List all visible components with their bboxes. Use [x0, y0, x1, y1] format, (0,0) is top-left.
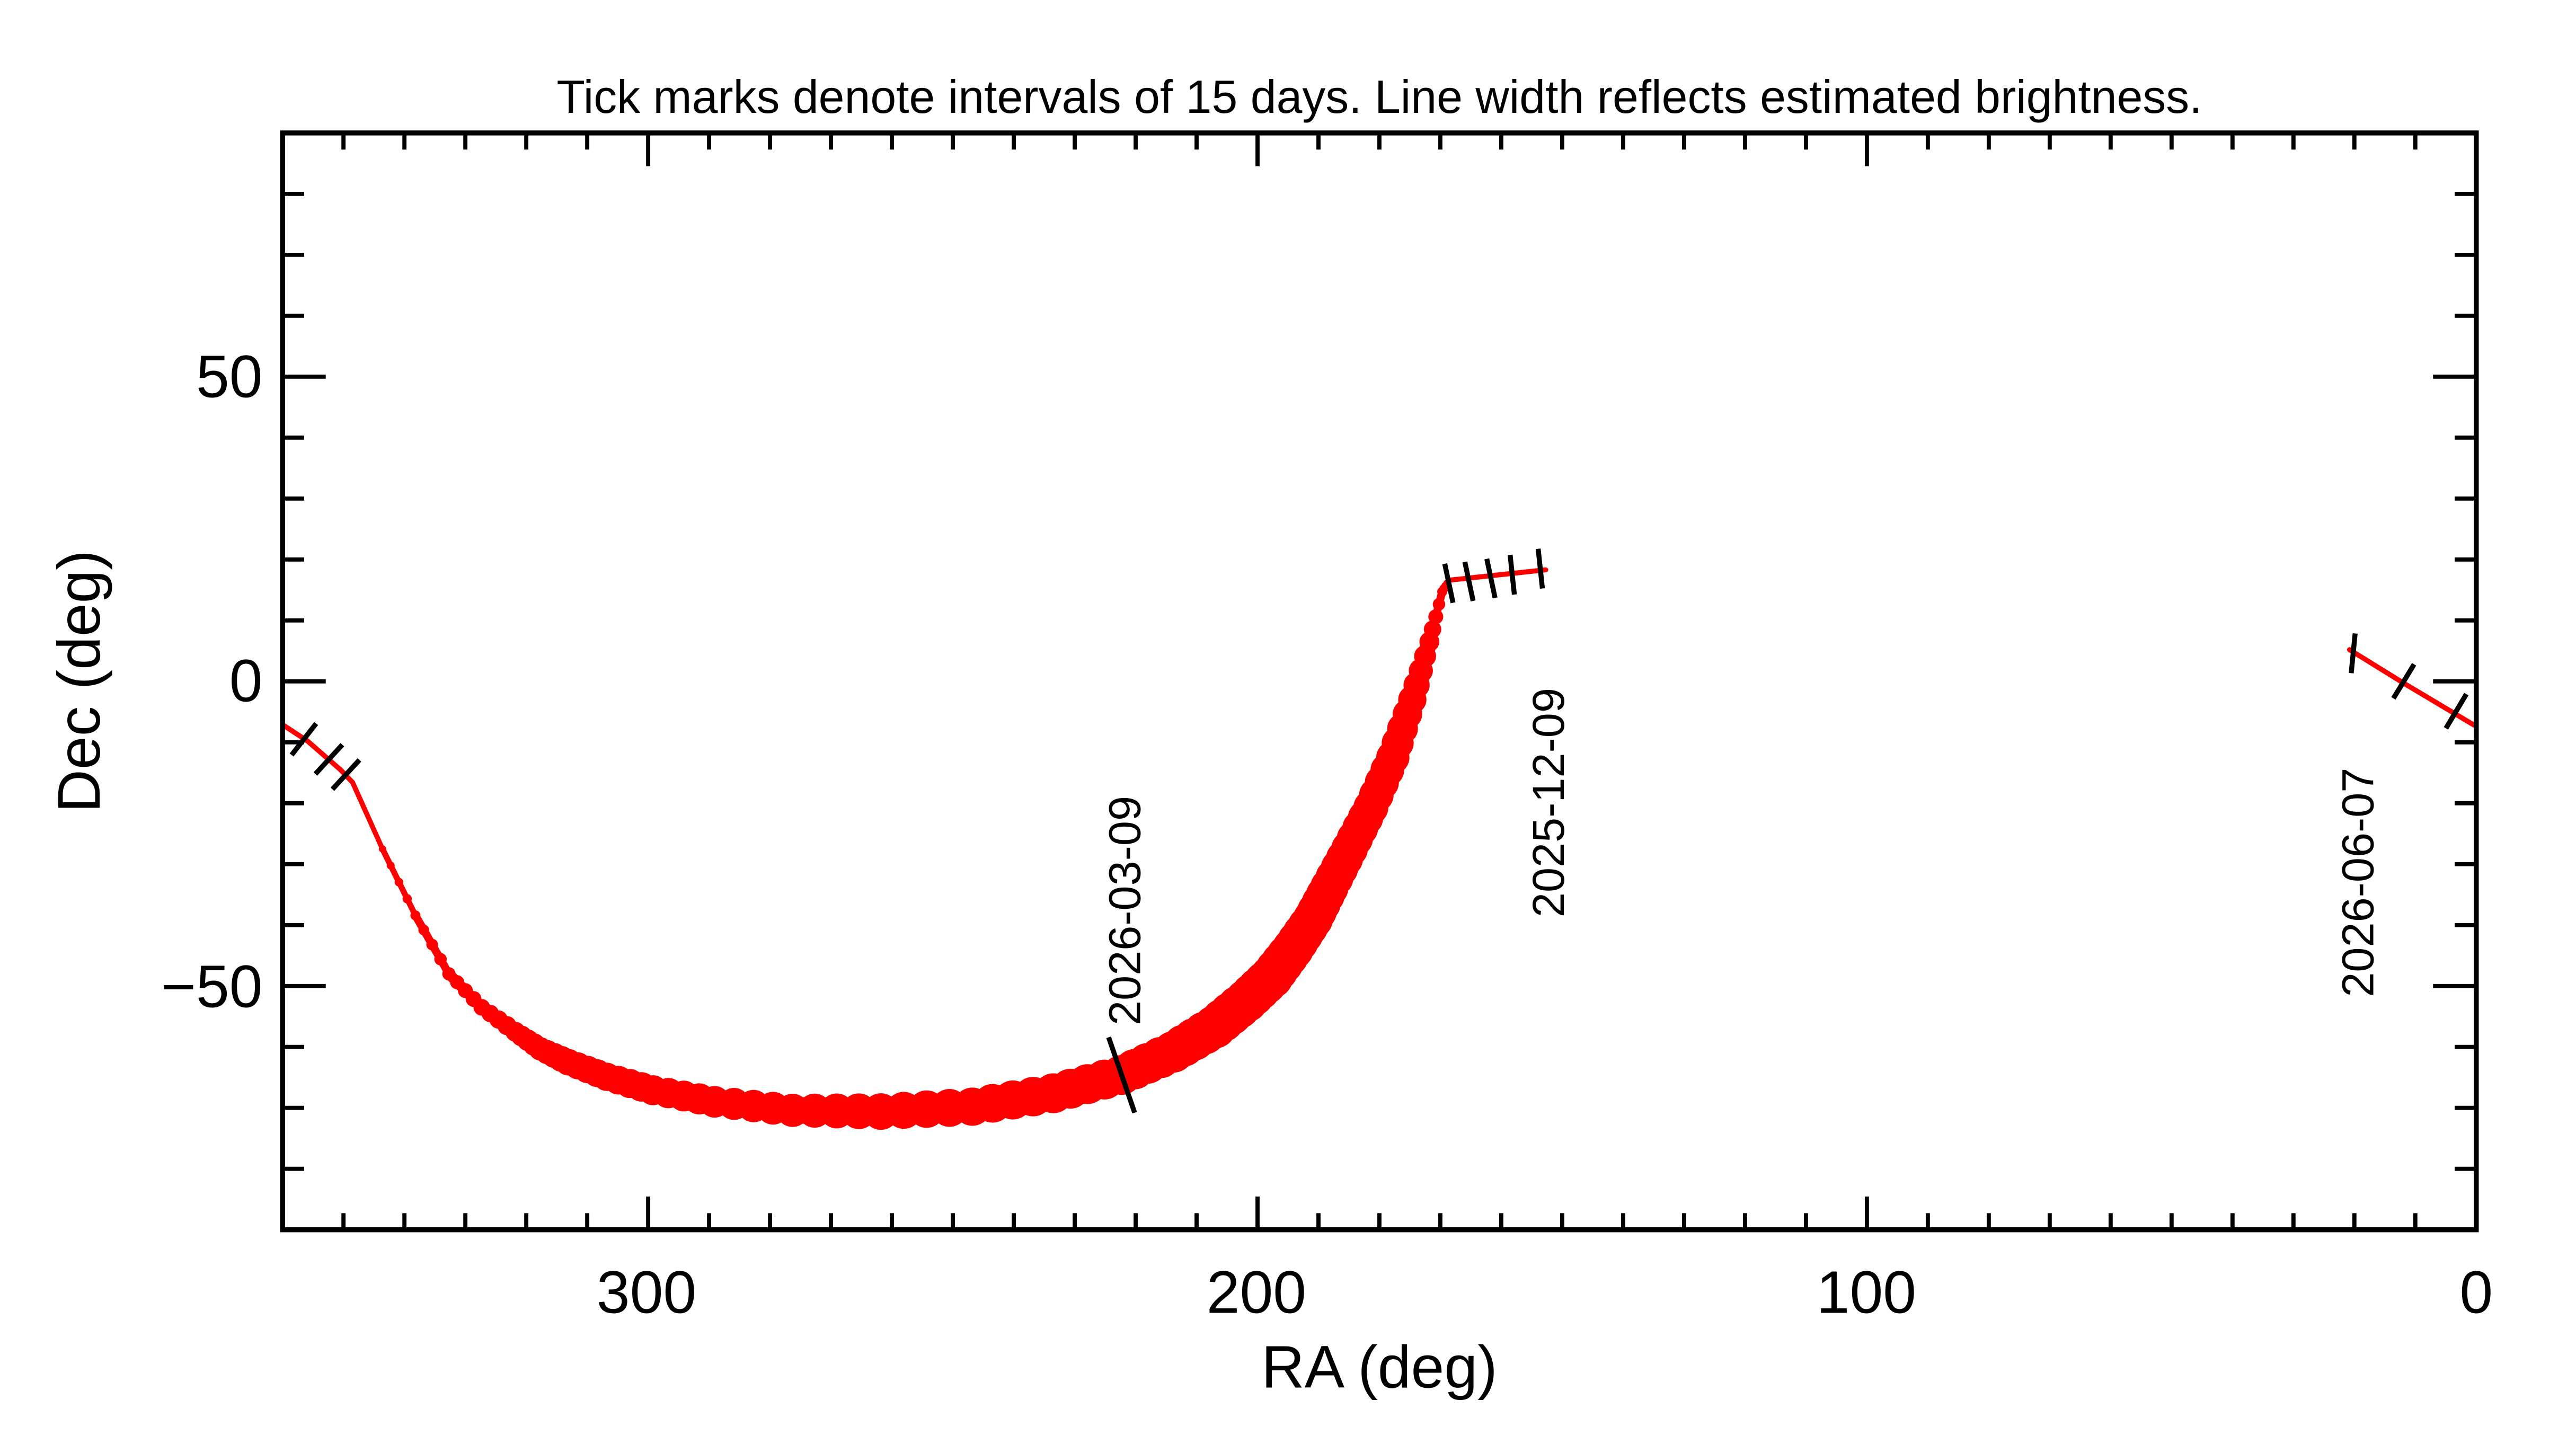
track-segment [305, 738, 343, 773]
track-point [1423, 621, 1441, 638]
date-tick [1106, 1036, 1137, 1114]
interval-tick [2391, 663, 2416, 700]
date-label: 2026-06-07 [2332, 768, 2383, 997]
track-point [434, 953, 447, 965]
track-segment [1446, 567, 1548, 583]
x-axis-label: RA (deg) [1261, 1334, 1497, 1401]
y-axis-label: Dec (deg) [46, 550, 112, 813]
date-label: 2025-12-09 [1523, 688, 1573, 917]
y-tick-label: 50 [196, 343, 263, 410]
track-point [426, 938, 438, 951]
interval-tick [313, 743, 344, 776]
track-point [386, 861, 395, 870]
track-point [402, 894, 412, 903]
x-tick-label: 300 [597, 1259, 696, 1325]
track-segment [2401, 680, 2476, 729]
track-segment [350, 779, 385, 852]
interval-tick [1535, 548, 1545, 589]
track-layer [282, 567, 2476, 1130]
track-group [282, 567, 2476, 1130]
track-point [410, 910, 421, 920]
x-tick-label: 0 [2459, 1259, 2493, 1325]
plot-frame [280, 130, 2479, 1233]
x-tick-label: 200 [1207, 1259, 1306, 1325]
track-segment [2347, 647, 2406, 686]
y-tick-label: 0 [229, 647, 263, 714]
interval-tick [2444, 693, 2469, 730]
interval-tick [289, 722, 318, 757]
track-point [1428, 609, 1444, 625]
interval-tick [1507, 554, 1517, 595]
interval-tick [330, 758, 361, 791]
track-point [378, 845, 386, 853]
interval-tick [1442, 563, 1456, 604]
track-point [394, 878, 403, 887]
chart-title: Tick marks denote intervals of 15 days. … [556, 71, 2202, 123]
y-tick-label: −50 [161, 953, 262, 1020]
track-point [418, 924, 429, 936]
interval-tick [2349, 633, 2358, 674]
interval-ticks-layer [289, 548, 2469, 1114]
track-point [1432, 598, 1446, 611]
x-tick-label: 100 [1817, 1259, 1916, 1325]
interval-tick [1484, 558, 1498, 599]
date-label: 2026-03-09 [1099, 796, 1149, 1025]
interval-tick [1462, 561, 1476, 601]
